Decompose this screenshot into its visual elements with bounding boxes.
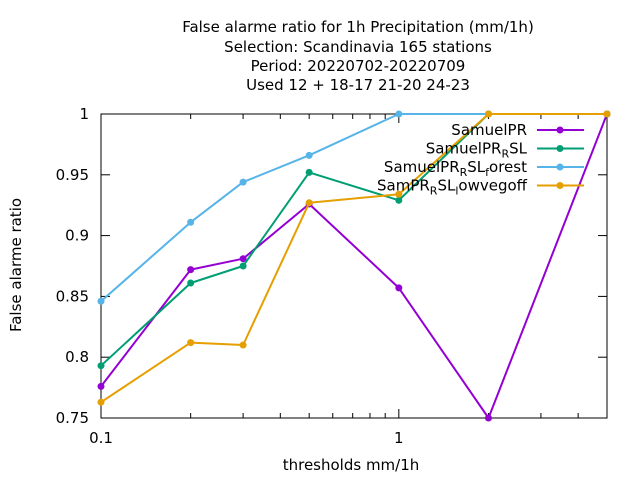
legend-marker xyxy=(556,145,564,152)
legend-entry-1: SamuelPR xyxy=(451,121,584,139)
data-point xyxy=(187,218,195,226)
title-line-2: Selection: Scandinavia 165 stations xyxy=(224,38,492,56)
legend-label: SamuelPR xyxy=(451,121,527,139)
y-tick-label: 0.8 xyxy=(65,348,89,366)
y-tick-label: 0.95 xyxy=(56,166,89,184)
title-line-4: Used 12 + 18-17 21-20 24-23 xyxy=(246,76,470,94)
x-tick-label: 0.1 xyxy=(89,429,113,447)
data-point xyxy=(239,341,247,349)
legend-entry-2: SamuelPRRSL xyxy=(426,140,584,161)
data-point xyxy=(187,266,195,274)
series-line xyxy=(100,113,607,367)
data-point xyxy=(239,178,247,186)
data-point xyxy=(484,414,492,422)
data-point xyxy=(239,262,247,270)
series-2 xyxy=(97,110,611,370)
data-point xyxy=(305,151,313,159)
data-point xyxy=(97,297,105,305)
data-point xyxy=(239,255,247,263)
y-tick-label: 0.9 xyxy=(65,227,89,245)
data-point xyxy=(395,110,403,118)
y-axis-label: False alarme ratio xyxy=(7,198,25,332)
data-point xyxy=(305,168,313,176)
data-point xyxy=(603,110,611,118)
x-tick-label: 1 xyxy=(394,429,404,447)
legend-marker xyxy=(556,126,564,134)
data-point xyxy=(395,196,403,204)
series-line xyxy=(100,113,607,303)
data-point xyxy=(395,284,403,292)
legend-entry-3: SamuelPRRSLforest xyxy=(384,158,584,179)
series-1 xyxy=(97,110,611,422)
data-point xyxy=(97,362,105,370)
plot-frame xyxy=(100,113,608,419)
data-point xyxy=(97,398,105,406)
series-4 xyxy=(97,110,611,406)
axis-ticks: 0.75 0.8 0.85 0.9 0.95 1 0.1 1 xyxy=(56,105,607,447)
y-tick-label: 0.85 xyxy=(56,287,89,305)
title-line-3: Period: 20220702-20220709 xyxy=(251,57,466,75)
data-point xyxy=(395,190,403,198)
chart-title: False alarme ratio for 1h Precipitation … xyxy=(182,18,534,94)
legend-marker xyxy=(556,163,564,171)
x-axis-label: thresholds mm/1h xyxy=(283,456,420,474)
data-point xyxy=(484,110,492,118)
series-3 xyxy=(97,110,611,305)
legend-label: SamPRRSLlowvegoff xyxy=(377,177,528,198)
series-line xyxy=(100,113,608,419)
legend: SamuelPRSamuelPRRSLSamuelPRRSLforestSamP… xyxy=(377,121,584,198)
legend-marker xyxy=(556,182,564,189)
y-tick-label: 1 xyxy=(79,105,89,123)
legend-label: SamuelPRRSLforest xyxy=(384,158,527,179)
data-point xyxy=(187,339,195,347)
data-point xyxy=(187,279,195,287)
legend-label: SamuelPRRSL xyxy=(426,140,528,161)
series-line xyxy=(100,113,607,404)
legend-entry-4: SamPRRSLlowvegoff xyxy=(377,177,584,198)
title-line-1: False alarme ratio for 1h Precipitation … xyxy=(182,18,534,36)
series-layer xyxy=(97,110,611,422)
y-tick-label: 0.75 xyxy=(56,409,89,427)
data-point xyxy=(305,199,313,207)
data-point xyxy=(97,382,105,390)
